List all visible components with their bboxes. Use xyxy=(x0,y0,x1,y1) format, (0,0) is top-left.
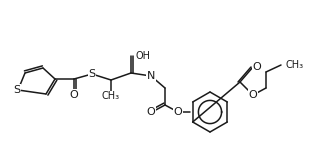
Text: OH: OH xyxy=(135,51,150,61)
Text: O: O xyxy=(174,107,182,117)
Text: N: N xyxy=(147,71,155,81)
Text: S: S xyxy=(13,85,21,95)
Text: O: O xyxy=(253,62,261,72)
Text: CH₃: CH₃ xyxy=(102,91,120,101)
Text: O: O xyxy=(147,107,155,117)
Text: CH₃: CH₃ xyxy=(286,60,304,70)
Text: O: O xyxy=(249,90,257,100)
Text: S: S xyxy=(88,69,95,79)
Text: O: O xyxy=(70,90,78,100)
